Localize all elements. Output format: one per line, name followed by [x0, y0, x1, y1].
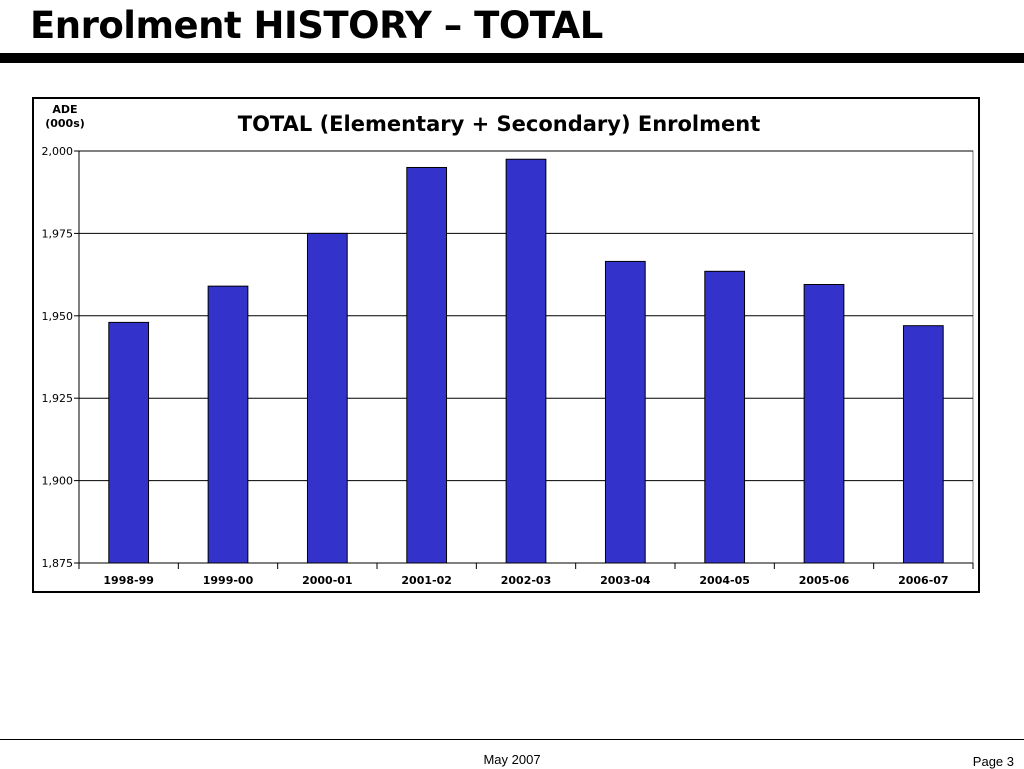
x-tick-label: 2002-03	[501, 574, 552, 587]
x-tick-label: 2000-01	[302, 574, 353, 587]
x-tick-label: 2006-07	[898, 574, 949, 587]
bar	[406, 166, 448, 564]
x-tick-label: 2005-06	[799, 574, 850, 587]
bar	[306, 232, 348, 564]
bar-chart: 2,000 1,975 1,950 1,925 1,900 1,875 1998-99 199…	[42, 103, 974, 587]
bar	[902, 325, 944, 564]
x-tick-label: 2004-05	[699, 574, 750, 587]
title-rule	[0, 53, 1024, 63]
y-tick-label: 1,925	[42, 392, 74, 405]
y-tick-label: 1,900	[42, 475, 74, 488]
bar	[108, 321, 150, 564]
bar	[604, 260, 646, 564]
bar	[803, 283, 845, 564]
x-tick-label: 2003-04	[600, 574, 651, 587]
bar	[505, 158, 547, 564]
y-axis-label: ADE	[52, 103, 77, 116]
slide-title: Enrolment HISTORY – TOTAL	[30, 4, 603, 47]
y-tick-label: 1,950	[42, 310, 74, 323]
x-tick-label: 1999-00	[203, 574, 254, 587]
y-tick-label: 1,975	[42, 227, 74, 240]
x-tick-label: 2001-02	[401, 574, 452, 587]
bar	[704, 270, 746, 564]
page-number: Page 3	[972, 754, 1014, 769]
y-axis-label: (000s)	[45, 117, 85, 130]
bar	[207, 285, 249, 564]
y-tick-label: 1,875	[42, 557, 74, 570]
chart-title: TOTAL (Elementary + Secondary) Enrolment	[238, 112, 761, 136]
y-tick-label: 2,000	[42, 145, 74, 158]
footer-date: May 2007	[483, 752, 541, 767]
footer-rule	[0, 739, 1024, 740]
x-tick-label: 1998-99	[103, 574, 154, 587]
chart-frame: 2,000 1,975 1,950 1,925 1,900 1,875 1998-99 199…	[32, 97, 980, 593]
